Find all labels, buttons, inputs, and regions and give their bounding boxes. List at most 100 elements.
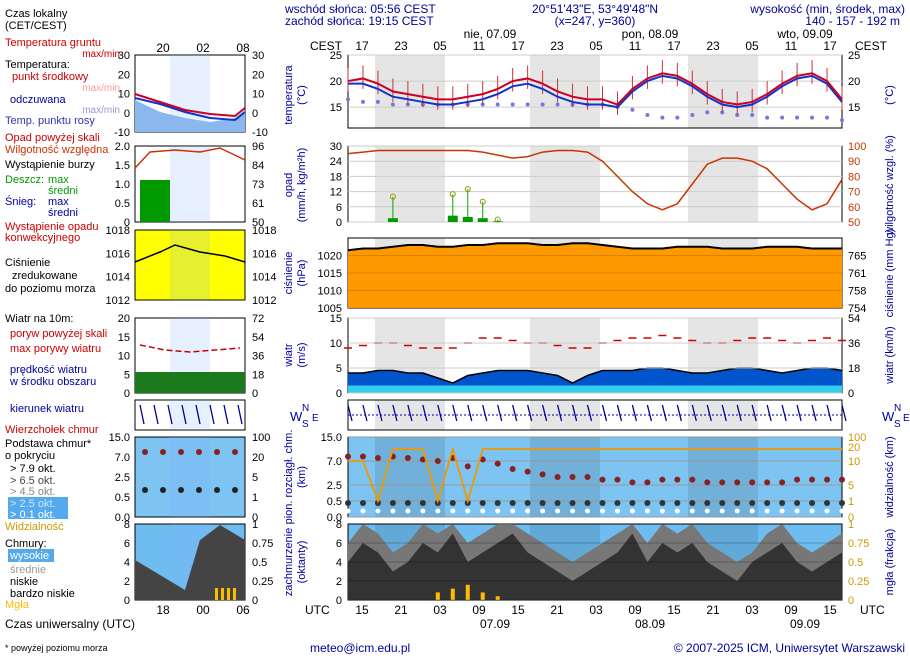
vis-ytick-right: 0 xyxy=(848,512,854,524)
fog-bar xyxy=(450,588,455,600)
mini-ytick-right: 100 xyxy=(252,432,270,444)
wind-dir-arrow xyxy=(362,404,368,422)
cloud-base-white-dot xyxy=(525,508,531,514)
mini-ytick-right: 18 xyxy=(252,369,264,381)
vis-ytick-right: 1 xyxy=(848,496,854,508)
cloud-top-dot xyxy=(569,474,576,480)
cloud-top-dot xyxy=(644,479,651,486)
dew-point-dot xyxy=(390,102,395,107)
storm-marker xyxy=(449,191,456,198)
cloud-top-dot xyxy=(764,479,771,486)
legend-felt: odczuwana xyxy=(10,94,67,106)
cloud-top-dot xyxy=(809,476,816,483)
mini-ytick-right: 84 xyxy=(252,160,264,172)
mini-ytick-left: 10 xyxy=(118,351,130,363)
cloud-top-dot xyxy=(509,466,516,472)
cloud-base-dot xyxy=(824,500,831,506)
cloud-base-dot xyxy=(345,500,351,506)
mini-day-band-5 xyxy=(170,437,210,517)
panel-frame-0 xyxy=(347,54,843,129)
cloud-base-white-dot xyxy=(839,508,845,514)
cloud-base-dot xyxy=(719,500,726,506)
legend-snow-mean: średni xyxy=(48,207,78,219)
wind-dir-arrow xyxy=(392,404,398,422)
cloud-base-white-dot xyxy=(345,508,351,514)
day-bottom-label: 07.09 xyxy=(480,617,510,631)
dew-point-dot xyxy=(810,115,815,120)
cest-label-left: CEST xyxy=(310,39,343,53)
dew-point-dot xyxy=(765,115,770,120)
wind-line xyxy=(348,367,843,384)
wind-dir-arrow xyxy=(467,404,473,422)
cloud-base-dot xyxy=(479,500,486,506)
cloud-base-white-dot xyxy=(570,508,576,514)
vis-ytick-right: 100 xyxy=(848,432,866,444)
cloud-top-dot xyxy=(704,479,711,486)
legend-visibility: Widzialność xyxy=(5,521,64,533)
night-band-0-1 xyxy=(530,55,600,128)
dew-point-dot xyxy=(660,115,665,120)
wind-dir-arrow xyxy=(437,404,443,422)
mini-fog-bar xyxy=(215,588,218,600)
mini-ytick-right: 0 xyxy=(252,388,258,400)
night-band-4-2 xyxy=(688,400,758,430)
dew-point-dot xyxy=(825,115,830,120)
mini-wind-area xyxy=(135,372,245,393)
mini-ytick-left: 2 xyxy=(124,576,130,588)
cest-tick: 23 xyxy=(394,39,408,53)
wind-dir-arrow xyxy=(422,404,428,422)
legend-footnote: * powyżej poziomu morza xyxy=(5,643,108,653)
legend-dew: Temp. punktu rosy xyxy=(5,115,95,127)
cloud-base-white-dot xyxy=(764,508,770,514)
cloud-base-white-dot xyxy=(375,508,381,514)
mini-fog-bar xyxy=(227,588,230,600)
legend-fog: Mgła xyxy=(5,599,30,611)
fog-ytick-right: 0.5 xyxy=(848,557,863,569)
wind-dir-arrow xyxy=(646,404,653,422)
fog-ytick-right: 0.75 xyxy=(848,538,869,550)
mini-day-band-4 xyxy=(170,400,210,430)
wind-dir-arrow xyxy=(586,404,593,422)
mini-ytick-right: 0 xyxy=(252,595,258,607)
mini-ytick-left: 0 xyxy=(124,108,130,120)
grid-text: (x=247, y=360) xyxy=(555,14,636,28)
cloud-top-dot xyxy=(404,455,411,461)
dew-point-dot xyxy=(375,99,380,104)
wind-ytick-right: 54 xyxy=(848,313,860,325)
precip-ytick-left: 30 xyxy=(330,141,342,153)
cloud-top-dot xyxy=(494,460,501,467)
cloud-top-dot xyxy=(464,463,471,470)
fog-bar xyxy=(465,584,470,600)
cloud-base-dot xyxy=(779,500,786,506)
mini-wind-dir-arrow xyxy=(153,404,159,425)
mini-ytick-right: 1 xyxy=(252,519,258,531)
cloud-base-dot xyxy=(509,500,516,506)
mini-temp-line xyxy=(134,93,246,118)
wind-dir-arrow xyxy=(541,404,548,422)
mini-ytick-right: 30 xyxy=(252,50,264,62)
compass-e-right: E xyxy=(903,413,910,424)
cloud-ylabel-unit: (km) xyxy=(296,466,308,488)
wind-dir-arrow xyxy=(407,404,413,422)
cloud-base-white-dot xyxy=(644,508,650,514)
legend-okt-bg xyxy=(8,497,68,519)
mini-ytick-right: 54 xyxy=(252,332,264,344)
cloud-base-dot xyxy=(629,500,636,506)
legend-soil-temp: Temperatura gruntu xyxy=(5,37,101,49)
cloud-top-dot xyxy=(599,476,606,483)
temp-ytick-left: 25 xyxy=(330,50,342,62)
precip-ytick-right: 70 xyxy=(848,187,860,199)
wind-low-band xyxy=(348,385,842,393)
legend-okt25: > 2.5 okt. xyxy=(10,498,56,510)
cloud-base-white-dot xyxy=(599,508,605,514)
panel-frame-4 xyxy=(347,399,843,431)
legend-rain: Deszcz: xyxy=(5,174,44,186)
footer-email[interactable]: meteo@icm.edu.pl xyxy=(310,641,410,655)
legend-wind: Wiatr na 10m: xyxy=(5,313,73,325)
wind-ylabel: wiatr xyxy=(283,343,295,368)
precip-ytick-left: 0 xyxy=(336,217,342,229)
mini-ytick-left: 1.5 xyxy=(115,160,130,172)
